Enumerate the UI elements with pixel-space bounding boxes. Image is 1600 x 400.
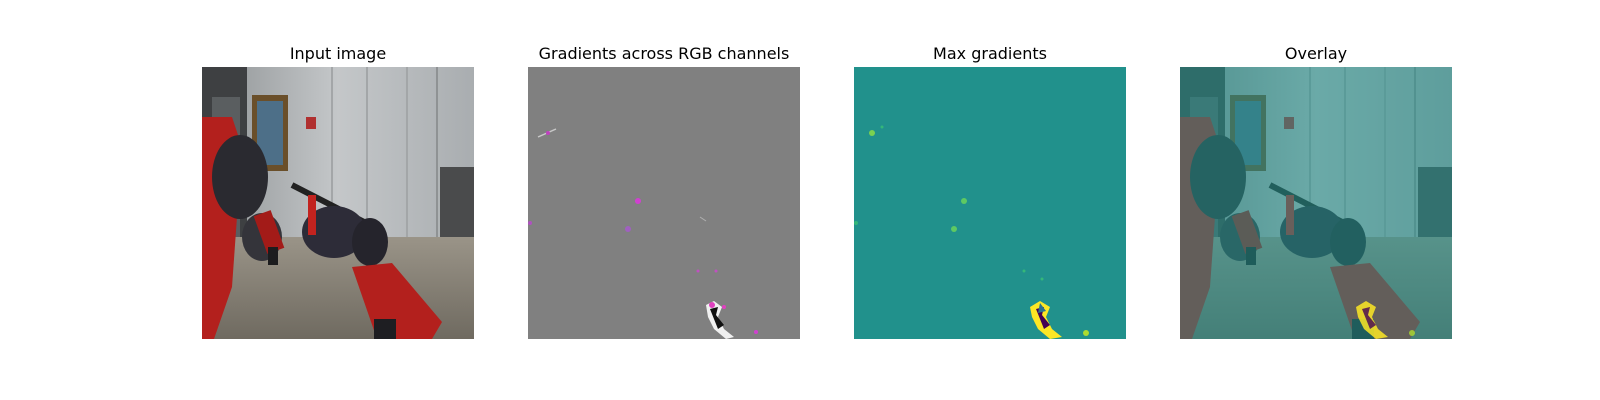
- panel-title: Max gradients: [933, 44, 1047, 63]
- max-gradient-heatmap: [854, 67, 1126, 339]
- panel-max-gradients: Max gradients: [854, 0, 1126, 345]
- panel-input-image: Input image: [202, 0, 474, 345]
- input-image: [202, 67, 474, 339]
- panel-title: Input image: [289, 44, 387, 63]
- panel-overlay: Overlay: [1180, 0, 1452, 345]
- rgb-gradient-map: [528, 67, 800, 339]
- overlay-image: [1180, 67, 1452, 339]
- panel-title: Gradients across RGB channels: [538, 44, 790, 63]
- panel-title: Overlay: [1284, 44, 1348, 63]
- panel-rgb-gradients: Gradients across RGB channels: [528, 0, 800, 345]
